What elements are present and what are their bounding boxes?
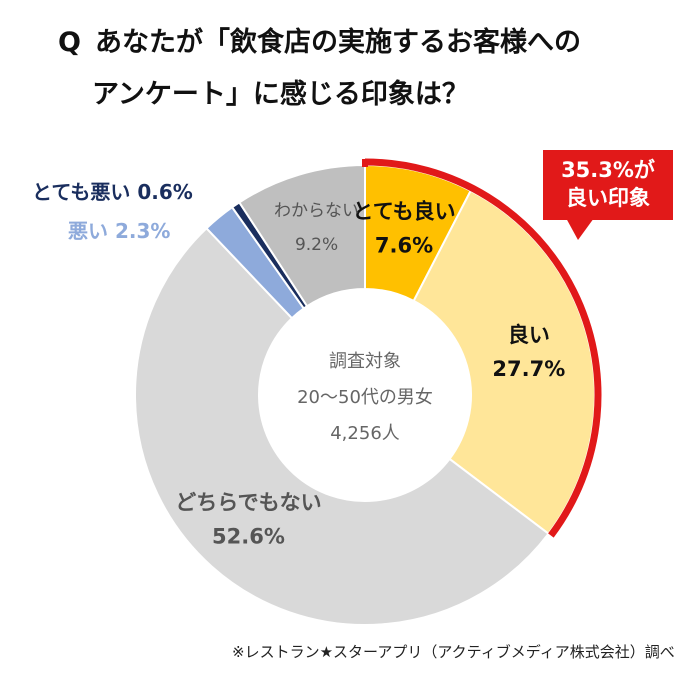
center-label: 調査対象 20～50代の男女 4,256人 xyxy=(297,351,433,444)
callout-box: 35.3%が 良い印象 xyxy=(543,150,673,220)
slice-neutral xyxy=(134,226,550,626)
title-text-line1: あなたが「飲食店の実施するお客様への xyxy=(94,27,581,58)
slices-layer xyxy=(134,163,596,626)
source-note: ※レストラン★スターアプリ（アクティブメディア株式会社）調べ xyxy=(232,643,675,661)
label-very-bad: とても悪い 0.6% xyxy=(32,180,193,204)
label-unknown-name: わからない xyxy=(274,201,359,221)
callout-line1: 35.3%が xyxy=(561,158,655,182)
callout-line2: 良い印象 xyxy=(566,186,650,210)
chart-title-line2: アンケート」に感じる印象は？ xyxy=(92,79,469,110)
chart-title-line1: Q あなたが「飲食店の実施するお客様への xyxy=(58,20,581,59)
label-very-good-name: とても良い xyxy=(352,200,455,224)
callout-pointer xyxy=(566,218,594,240)
label-good-value: 27.7% xyxy=(492,357,565,381)
center-label-line1: 調査対象 xyxy=(329,351,401,372)
center-label-line3: 4,256人 xyxy=(330,423,400,444)
slice-labels-layer: とても良い 7.6% 良い 27.7% どちらでもない 52.6% わからない 9.2% xyxy=(175,200,565,549)
label-very-good-value: 7.6% xyxy=(375,234,433,258)
label-unknown-value: 9.2% xyxy=(295,235,338,255)
positive-highlight-arc xyxy=(364,158,602,538)
label-neutral-value: 52.6% xyxy=(212,525,285,549)
center-label-line2: 20～50代の男女 xyxy=(297,387,433,408)
label-neutral-name: どちらでもない xyxy=(175,491,321,515)
label-good-name: 良い xyxy=(508,323,550,347)
question-mark-label: Q xyxy=(58,27,81,58)
label-bad: 悪い 2.3% xyxy=(68,219,171,243)
